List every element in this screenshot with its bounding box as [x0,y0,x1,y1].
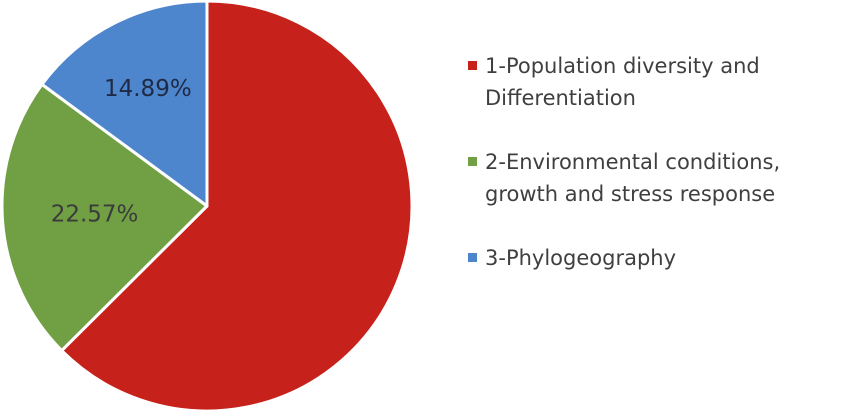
data-label-population-diversity: 62.54% [277,240,365,266]
pie-slices [0,0,414,413]
legend-swatch-blue [468,253,477,262]
legend-label: 1-Population diversity and Differentiati… [485,54,760,110]
legend-label: 2-Environmental conditions, growth and s… [485,150,781,206]
data-label-environmental-conditions: 22.57% [51,201,139,227]
legend-label: 3-Phylogeography [485,246,677,270]
legend-swatch-red [468,61,477,70]
legend: 1-Population diversity and Differentiati… [468,50,858,306]
pie-slice-population-diversity [60,0,414,413]
legend-item-phylogeography: 3-Phylogeography [468,242,858,274]
legend-item-environmental-conditions: 2-Environmental conditions, growth and s… [468,146,858,210]
data-label-phylogeography: 14.89% [104,76,192,102]
legend-swatch-green [468,157,477,166]
pie-slice-environmental-conditions [0,82,209,353]
legend-item-population-diversity: 1-Population diversity and Differentiati… [468,50,858,114]
pie-data-labels: 62.54% 22.57% 14.89% [51,76,365,266]
pie-slice-phylogeography [40,0,209,208]
